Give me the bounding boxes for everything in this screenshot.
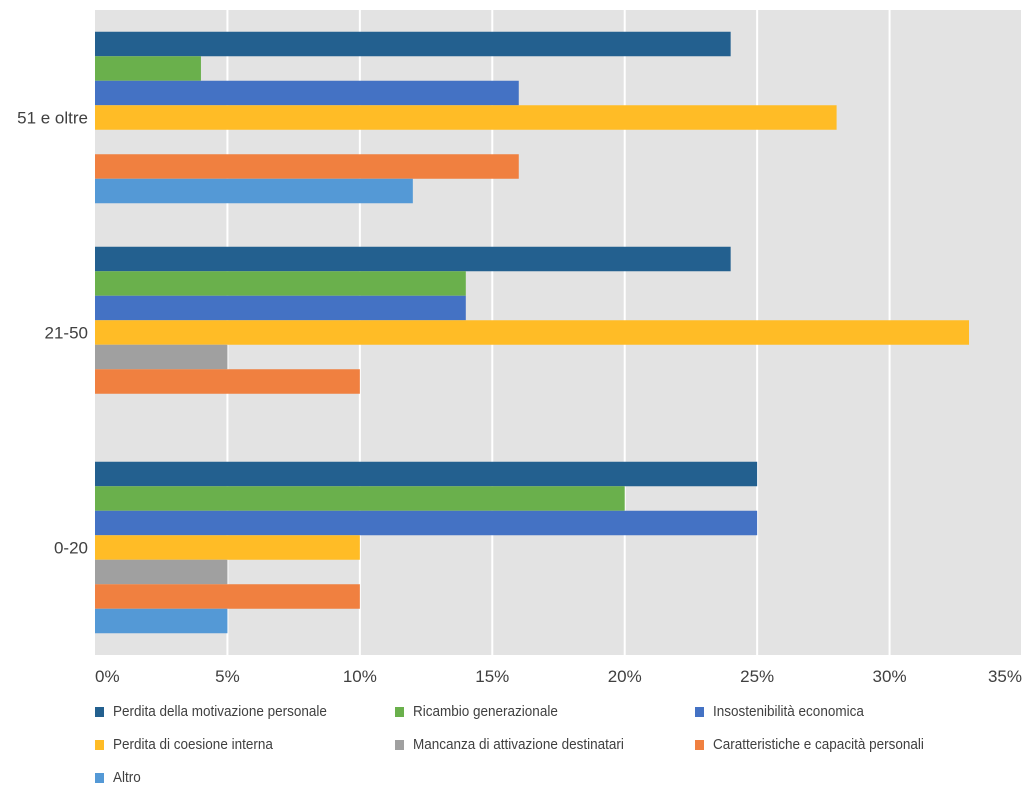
legend-item: Altro bbox=[95, 769, 141, 786]
bar bbox=[95, 608, 228, 634]
x-tick-label: 20% bbox=[608, 667, 642, 686]
bar bbox=[95, 584, 360, 609]
bar-chart: 0% 5% 10% 15% 20% 25% 30% 35% 51 e oltre 21-50 0-… bbox=[17, 10, 1023, 686]
bar bbox=[95, 154, 519, 179]
bars bbox=[95, 31, 970, 634]
bar bbox=[95, 486, 625, 511]
legend-swatch bbox=[395, 739, 404, 750]
bar bbox=[95, 80, 519, 106]
category-label: 21-50 bbox=[45, 324, 88, 343]
bar bbox=[95, 271, 466, 296]
legend-label: Insostenibilità economica bbox=[713, 703, 864, 720]
x-tick-label: 10% bbox=[343, 667, 377, 686]
x-tick-label: 0% bbox=[95, 667, 120, 686]
bar bbox=[95, 559, 228, 585]
bar bbox=[95, 178, 413, 204]
legend-label: Mancanza di attivazione destinatari bbox=[413, 736, 624, 753]
x-tick-label: 35% bbox=[988, 667, 1022, 686]
bar bbox=[95, 535, 360, 560]
bar bbox=[95, 295, 466, 321]
legend-label: Perdita di coesione interna bbox=[113, 736, 273, 753]
legend-swatch bbox=[95, 739, 104, 750]
x-axis-ticks: 0% 5% 10% 15% 20% 25% 30% 35% bbox=[95, 667, 1022, 686]
legend-item: Mancanza di attivazione destinatari bbox=[395, 736, 624, 753]
legend-item: Insostenibilità economica bbox=[695, 703, 864, 720]
bar bbox=[95, 510, 758, 536]
bar bbox=[95, 344, 228, 370]
category-label: 51 e oltre bbox=[17, 109, 88, 128]
legend-item: Perdita della motivazione personale bbox=[95, 703, 327, 720]
x-tick-label: 5% bbox=[215, 667, 240, 686]
legend-item: Perdita di coesione interna bbox=[95, 736, 273, 753]
legend-label: Caratteristiche e capacità personali bbox=[713, 736, 924, 753]
bar bbox=[95, 369, 360, 394]
legend-label: Perdita della motivazione personale bbox=[113, 703, 327, 720]
bar bbox=[95, 56, 201, 81]
legend-swatch bbox=[695, 706, 704, 717]
legend-item: Caratteristiche e capacità personali bbox=[695, 736, 924, 753]
legend-label: Ricambio generazionale bbox=[413, 703, 558, 720]
bar bbox=[95, 105, 837, 130]
bar bbox=[95, 320, 970, 345]
legend-swatch bbox=[395, 706, 404, 717]
legend-swatch bbox=[695, 739, 704, 750]
x-tick-label: 25% bbox=[740, 667, 774, 686]
y-axis-categories: 51 e oltre 21-50 0-20 bbox=[17, 109, 88, 558]
legend-swatch bbox=[95, 772, 104, 783]
x-tick-label: 30% bbox=[873, 667, 907, 686]
legend-swatch bbox=[95, 706, 104, 717]
legend-item: Ricambio generazionale bbox=[395, 703, 558, 720]
bar bbox=[95, 31, 731, 57]
bar bbox=[95, 461, 758, 487]
category-label: 0-20 bbox=[54, 539, 88, 558]
legend-label: Altro bbox=[113, 769, 141, 786]
bar bbox=[95, 246, 731, 272]
x-tick-label: 15% bbox=[475, 667, 509, 686]
